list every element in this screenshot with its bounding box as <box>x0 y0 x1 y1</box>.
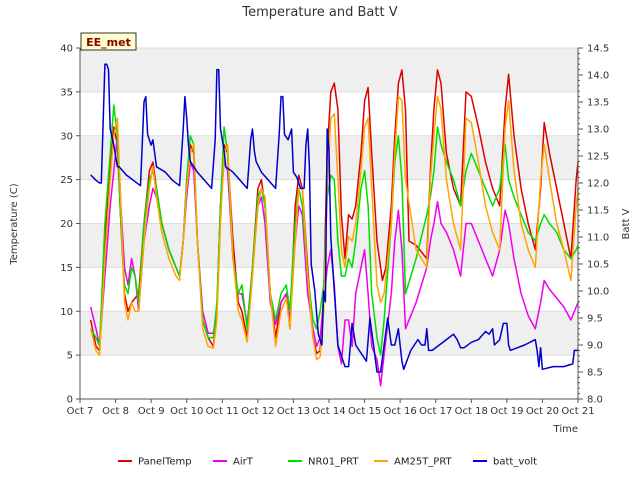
station-badge-label: EE_met <box>86 36 131 49</box>
x-tick-label: Oct 11 <box>206 406 239 417</box>
left-y-tick-label: 40 <box>60 44 73 55</box>
left-y-tick-label: 30 <box>60 131 73 142</box>
x-tick-label: Oct 18 <box>455 406 488 417</box>
x-tick-label: Oct 13 <box>277 406 310 417</box>
plot-band <box>80 48 578 92</box>
series-layer <box>89 63 579 387</box>
x-axis-title: Time <box>553 424 578 435</box>
station-badge-box <box>80 32 137 51</box>
left-y-tick-label: 15 <box>60 263 73 274</box>
right-y-tick-label: 13.0 <box>587 125 609 136</box>
x-tick-label: Oct 8 <box>102 406 129 417</box>
x-tick-label: Oct 17 <box>419 406 452 417</box>
x-tick-label: Oct 19 <box>490 406 523 417</box>
right-y-tick-label: 14.5 <box>587 44 609 55</box>
series-line-nr01-prt <box>90 104 579 356</box>
right-y-tick-label: 8.5 <box>587 368 603 379</box>
right-y-tick-label: 10.5 <box>587 260 609 271</box>
right-y-tick-label: 12.0 <box>587 179 609 190</box>
left-y-tick-label: 5 <box>67 351 73 362</box>
right-y-tick-label: 9.0 <box>587 341 603 352</box>
right-y-tick-label: 13.5 <box>587 98 609 109</box>
legend-label: PanelTemp <box>138 457 192 468</box>
left-y-tick-label: 10 <box>60 307 73 318</box>
x-axis-ticks: Oct 7 Oct 8 Oct 9 Oct 10 Oct 11 Oct 12 Oct 13 O… <box>67 399 595 417</box>
legend-label: AM25T_PRT <box>394 457 453 468</box>
left-y-tick-label: 25 <box>60 175 73 186</box>
legend-label: NR01_PRT <box>308 457 359 468</box>
legend-item-batt-volt: batt_volt <box>473 457 537 468</box>
station-badge: EE_met <box>80 32 137 51</box>
right-y-tick-label: 14.0 <box>587 71 609 82</box>
legend-item-airt: AirT <box>213 457 254 468</box>
x-tick-label: Oct 16 <box>384 406 417 417</box>
x-tick-label: Oct 15 <box>348 406 381 417</box>
series-line-batt-volt <box>90 63 578 373</box>
legend-label: batt_volt <box>493 457 537 468</box>
x-tick-label: Oct 14 <box>312 406 345 417</box>
legend-item-am25t-prt: AM25T_PRT <box>374 457 453 468</box>
grid-lines <box>80 47 578 400</box>
right-y-tick-label: 10.0 <box>587 287 609 298</box>
series-line-am25t-prt <box>89 95 579 361</box>
left-y-tick-label: 35 <box>60 87 73 98</box>
x-tick-label: Oct 10 <box>170 406 203 417</box>
x-tick-label: Oct 7 <box>67 406 94 417</box>
right-y-axis-ticks: 8.0 8.5 9.0 9.5 10.0 10.5 11.0 11.5 12.0 12.5 13.0… <box>578 44 609 406</box>
right-y-tick-label: 9.5 <box>587 314 603 325</box>
chart-title: Temperature and Batt V <box>241 5 397 20</box>
legend-item-paneltemp: PanelTemp <box>118 457 192 468</box>
right-y-axis-title: Batt V <box>621 208 632 239</box>
plot-band <box>80 311 578 356</box>
legend-item-nr01-prt: NR01_PRT <box>288 457 359 468</box>
right-y-tick-label: 11.0 <box>587 233 609 244</box>
left-y-tick-label: 0 <box>67 395 73 406</box>
left-y-axis-ticks: 0 5 10 15 20 25 30 35 40 <box>60 44 80 406</box>
right-y-tick-label: 12.5 <box>587 152 609 163</box>
left-y-axis-title: Temperature (C) <box>9 183 20 265</box>
legend: PanelTemp AirT NR01_PRT AM25T_PRT batt_volt <box>118 457 537 468</box>
right-y-tick-label: 11.5 <box>587 206 609 217</box>
x-tick-label: Oct 9 <box>138 406 165 417</box>
right-y-tick-label: 8.0 <box>587 395 603 406</box>
left-y-tick-label: 20 <box>60 219 73 230</box>
x-tick-label: Oct 12 <box>241 406 274 417</box>
x-tick-label: Oct 20 <box>526 406 559 417</box>
legend-label: AirT <box>233 457 254 468</box>
x-tick-label: Oct 21 <box>561 406 594 417</box>
